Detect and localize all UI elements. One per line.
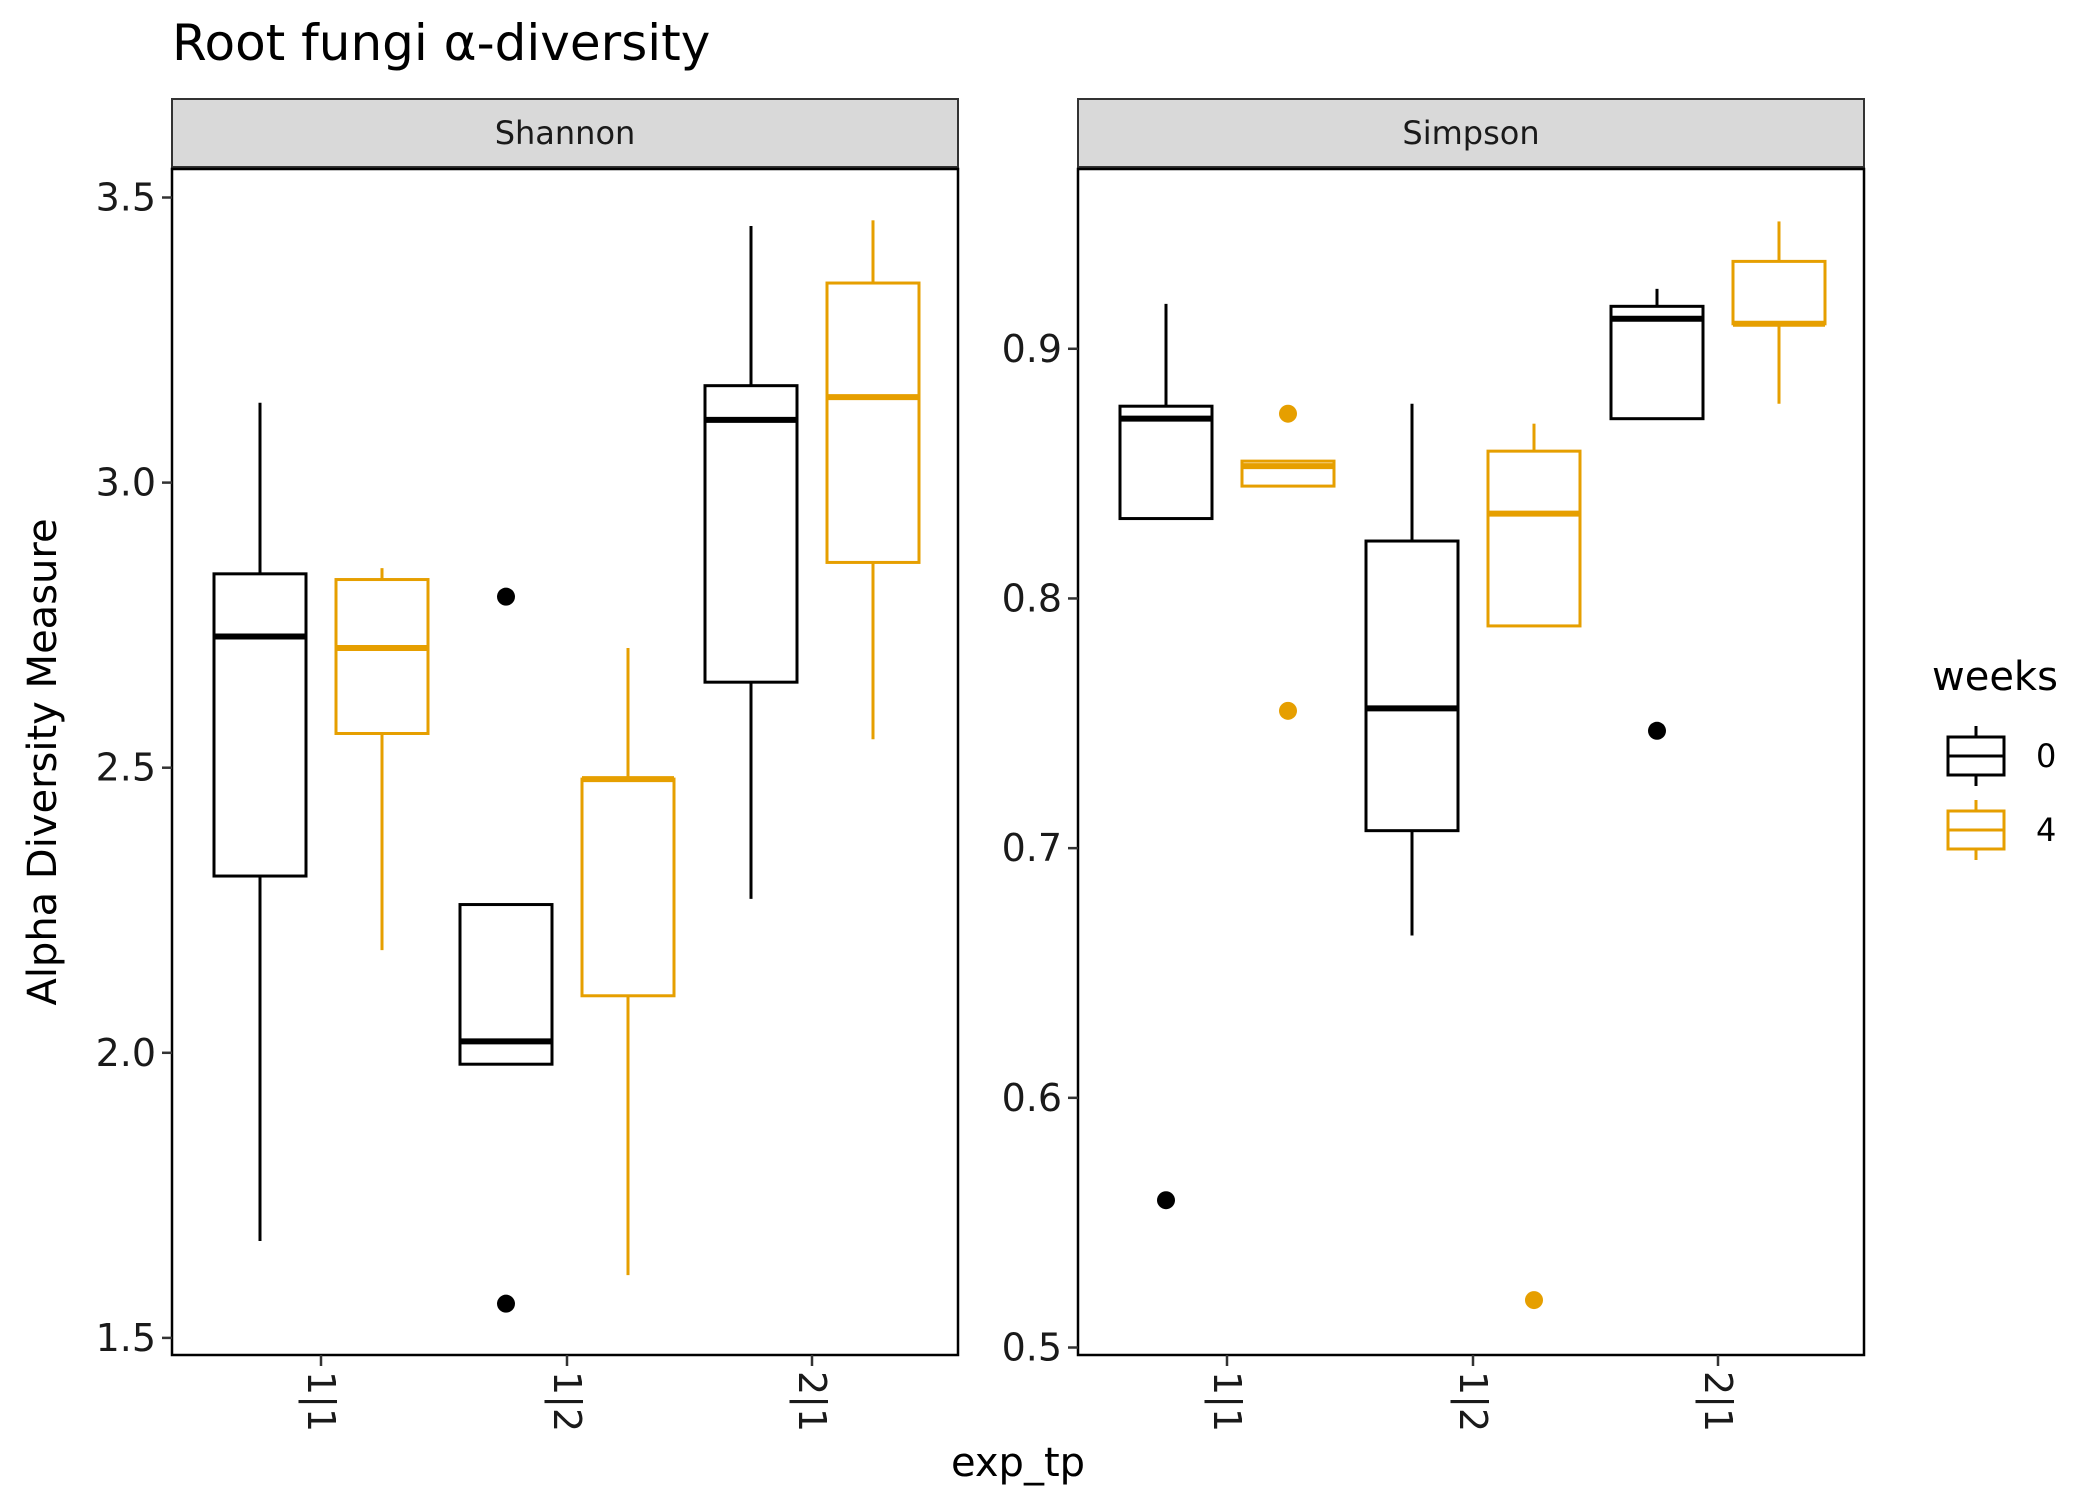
panel-border	[1076, 167, 1866, 1357]
facet-panels: Shannon 1.5 2.0 2.5 3.0 3.5 1|1 1|2 2|1 Simpson 0.…	[96, 98, 1866, 1432]
x-tick-label: 1|1	[298, 1371, 343, 1432]
facet-strip-label: Shannon	[495, 114, 636, 152]
box-iqr	[458, 903, 554, 1066]
y-tick-label: 3.0	[96, 461, 156, 505]
y-tick-label: 0.8	[1002, 576, 1062, 620]
facet-shannon: Shannon 1.5 2.0 2.5 3.0 3.5 1|1 1|2 2|1	[96, 98, 960, 1432]
box-iqr	[1731, 259, 1827, 326]
outlier-point	[1525, 1291, 1543, 1310]
box-iqr	[334, 578, 430, 735]
y-tick-label: 0.7	[1002, 826, 1062, 870]
x-tick-label: 2|1	[1695, 1371, 1740, 1432]
box-1-2	[580, 647, 676, 1276]
box-iqr	[1486, 449, 1582, 628]
box-iqr	[1364, 539, 1460, 833]
outlier-point	[1157, 1191, 1175, 1210]
facet-simpson: Simpson 0.5 0.6 0.7 0.8 0.9 1|1 1|2 2|1	[1002, 98, 1866, 1432]
box-2-1	[1731, 221, 1827, 404]
x-tick-label: 2|1	[789, 1371, 834, 1432]
box-iqr	[1609, 304, 1705, 421]
box-2-1	[703, 226, 799, 899]
legend-label: 0	[2036, 737, 2056, 775]
outlier-point	[1279, 404, 1297, 423]
y-tick-label: 0.5	[1002, 1326, 1062, 1370]
box-1-1	[212, 402, 308, 1241]
box-iqr	[580, 777, 676, 998]
outlier-point	[1648, 721, 1666, 740]
legend-key-weeks-4: 4	[1946, 800, 2056, 860]
box-1-2	[458, 587, 554, 1313]
legend: weeks 0 4	[1932, 654, 2058, 860]
facet-strip	[171, 98, 959, 168]
series-weeks-0	[212, 226, 799, 1313]
outlier-point	[497, 1294, 515, 1313]
x-tick-label: 1|1	[1204, 1371, 1249, 1432]
series-weeks-4	[1240, 221, 1827, 1310]
legend-key-weeks-0: 0	[1946, 726, 2056, 786]
box-iqr	[212, 572, 308, 878]
y-tick-label: 0.9	[1002, 327, 1062, 371]
box-iqr	[825, 281, 921, 564]
chart-title: Root fungi α-diversity	[172, 14, 710, 72]
box-iqr	[1118, 404, 1214, 521]
y-tick-label: 0.6	[1002, 1076, 1062, 1120]
facet-strip	[1077, 98, 1865, 168]
y-axis-title: Alpha Diversity Measure	[20, 518, 66, 1005]
outlier-point	[1279, 701, 1297, 720]
legend-label: 4	[2036, 811, 2056, 849]
box-iqr	[703, 384, 799, 684]
y-tick-label: 2.5	[96, 746, 156, 790]
box-1-2	[1364, 403, 1460, 936]
y-tick-label: 2.0	[96, 1031, 156, 1075]
series-weeks-4	[334, 220, 921, 1276]
series-weeks-0	[1118, 288, 1705, 1210]
legend-title: weeks	[1932, 654, 2058, 700]
x-tick-label: 1|2	[1450, 1371, 1495, 1432]
box-1-1	[334, 568, 430, 951]
box-2-1	[1609, 288, 1705, 740]
x-axis-title: exp_tp	[951, 1440, 1085, 1486]
outlier-point	[497, 587, 515, 606]
box-2-1	[825, 220, 921, 740]
y-tick-label: 1.5	[96, 1316, 156, 1360]
y-tick-label: 3.5	[96, 176, 156, 220]
facet-strip-label: Simpson	[1402, 114, 1539, 152]
x-tick-label: 1|2	[544, 1371, 589, 1432]
box-1-1	[1118, 303, 1214, 1210]
box-1-1	[1240, 404, 1336, 720]
box-1-2	[1486, 423, 1582, 1310]
